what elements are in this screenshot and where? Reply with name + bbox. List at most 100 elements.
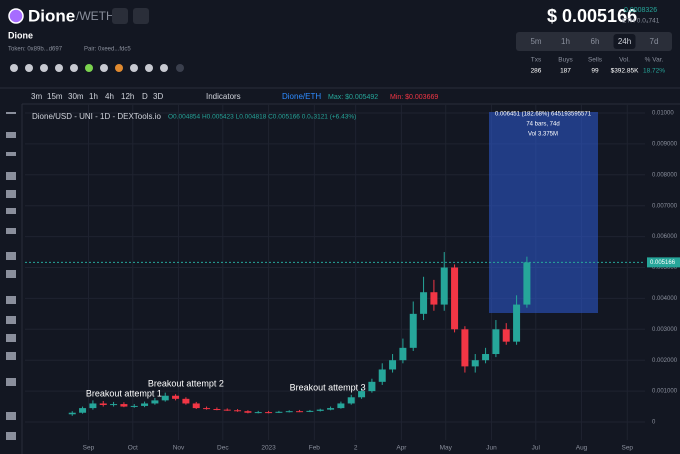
price-tag-label: 0.005166 xyxy=(650,260,676,266)
candle-body xyxy=(368,381,376,392)
candle-body xyxy=(254,412,262,414)
x-tick-label: 2023 xyxy=(261,445,276,452)
stat-label: Buys xyxy=(558,57,573,64)
candle-body xyxy=(234,410,242,412)
y-tick-label: 0.004000 xyxy=(652,296,678,302)
y-tick-label: 0.002000 xyxy=(652,358,678,364)
y-tick-label: 0.007000 xyxy=(652,203,678,209)
chart-legend: Dione/USD - UNI - 1D - DEXTools.io xyxy=(32,112,161,121)
y-tick-label: 0 xyxy=(652,420,656,426)
logo xyxy=(8,8,24,24)
candle-body xyxy=(79,408,87,413)
stat-value: $392.85K xyxy=(611,68,639,75)
drawing-tools[interactable] xyxy=(6,112,16,440)
price-tag xyxy=(647,257,680,268)
candle-body xyxy=(347,397,355,404)
x-tick-label: Dec xyxy=(217,445,229,452)
candle-body xyxy=(265,412,273,414)
candle-body xyxy=(151,400,159,404)
interval-button[interactable]: 15m xyxy=(47,92,63,101)
candle-body xyxy=(440,267,448,305)
stat-label: % Var. xyxy=(645,57,664,64)
timeframe-button[interactable]: 7d xyxy=(650,37,659,46)
candle-body xyxy=(337,403,345,409)
candle-body xyxy=(141,403,149,406)
candle-body xyxy=(296,411,304,413)
stat-value: 18.72% xyxy=(643,68,665,75)
annotation: Breakout attempt 3 xyxy=(290,382,366,392)
candle-body xyxy=(89,403,97,409)
annotation: Breakout attempt 1 xyxy=(86,388,162,398)
annotation: Breakout attempt 2 xyxy=(148,378,224,388)
interval-button[interactable]: 3D xyxy=(153,92,163,101)
favorite-button[interactable] xyxy=(133,8,149,24)
x-tick-label: Jun xyxy=(486,445,497,452)
social-icons[interactable] xyxy=(10,64,184,72)
candle-body xyxy=(420,292,428,314)
candle-body xyxy=(409,313,417,348)
min-price: Min: $0.003669 xyxy=(390,94,438,101)
timeframe-button[interactable]: 6h xyxy=(591,37,600,46)
candle-body xyxy=(99,403,107,406)
binoculars-button[interactable] xyxy=(112,8,128,24)
pair-name: /WETH xyxy=(76,9,115,23)
stat-value: 286 xyxy=(531,68,542,75)
candle-body xyxy=(244,411,252,413)
candle-body xyxy=(430,292,438,305)
measure-box xyxy=(489,112,598,313)
candle-body xyxy=(285,411,293,413)
measure-label: 74 bars, 74d xyxy=(526,122,559,128)
y-tick-label: 0.009000 xyxy=(652,141,678,147)
subtitle: Dione xyxy=(8,30,33,40)
x-tick-label: 2 xyxy=(354,445,358,452)
x-tick-label: Jul xyxy=(532,445,541,452)
measure-label: 0.006451 (182.68%) 645193595571 xyxy=(495,112,592,118)
price: $ 0.005166 xyxy=(547,6,637,26)
candle-body xyxy=(316,409,324,411)
x-tick-label: Sep xyxy=(621,445,633,452)
interval-button[interactable]: D xyxy=(142,92,148,101)
candle-body xyxy=(482,354,490,361)
timeframe-button[interactable]: 24h xyxy=(618,37,631,46)
x-tick-label: May xyxy=(440,445,453,452)
candle-body xyxy=(182,398,190,404)
active-timeframe xyxy=(613,34,636,49)
candle-body xyxy=(223,409,231,411)
candle-body xyxy=(461,329,469,367)
candle-body xyxy=(192,403,200,409)
candle-body xyxy=(275,411,283,413)
pair-button[interactable]: Dione/ETH xyxy=(282,92,321,101)
candle-body xyxy=(389,360,397,370)
candle-body xyxy=(451,267,459,330)
x-tick-label: Sep xyxy=(83,445,95,452)
y-tick-label: 0.01000 xyxy=(652,111,674,117)
candle-body xyxy=(110,404,118,406)
timeframe-button[interactable]: 5m xyxy=(530,37,541,46)
token-name: Dione xyxy=(28,6,75,25)
x-tick-label: Nov xyxy=(173,445,185,452)
y-tick-label: 0.001000 xyxy=(652,389,678,395)
timeframe-button[interactable]: 1h xyxy=(561,37,570,46)
interval-button[interactable]: 30m xyxy=(68,92,84,101)
x-tick-label: Aug xyxy=(576,445,588,452)
candle-body xyxy=(213,409,221,411)
stat-label: Txs xyxy=(531,57,542,64)
max-price: Max: $0.005492 xyxy=(328,94,378,101)
interval-button[interactable]: 1h xyxy=(89,92,98,101)
interval-button[interactable]: 3m xyxy=(31,92,42,101)
y-tick-label: 0.003000 xyxy=(652,327,678,333)
candle-body xyxy=(358,391,366,398)
stat-value: 187 xyxy=(560,68,571,75)
x-tick-label: Oct xyxy=(128,445,138,452)
candle-body xyxy=(130,405,138,407)
candle-body xyxy=(523,262,531,305)
pair-address: Pair: 0xeed...fdc5 xyxy=(84,47,131,53)
indicators-button[interactable]: Indicators xyxy=(206,92,241,101)
interval-button[interactable]: 12h xyxy=(121,92,134,101)
y-tick-label: 0.008000 xyxy=(652,172,678,178)
candle-body xyxy=(68,412,76,415)
price-change: 0.0008326 xyxy=(624,7,657,14)
interval-button[interactable]: 4h xyxy=(105,92,114,101)
token-address: Token: 0x89b...d697 xyxy=(8,47,63,53)
x-tick-label: Apr xyxy=(396,445,407,452)
